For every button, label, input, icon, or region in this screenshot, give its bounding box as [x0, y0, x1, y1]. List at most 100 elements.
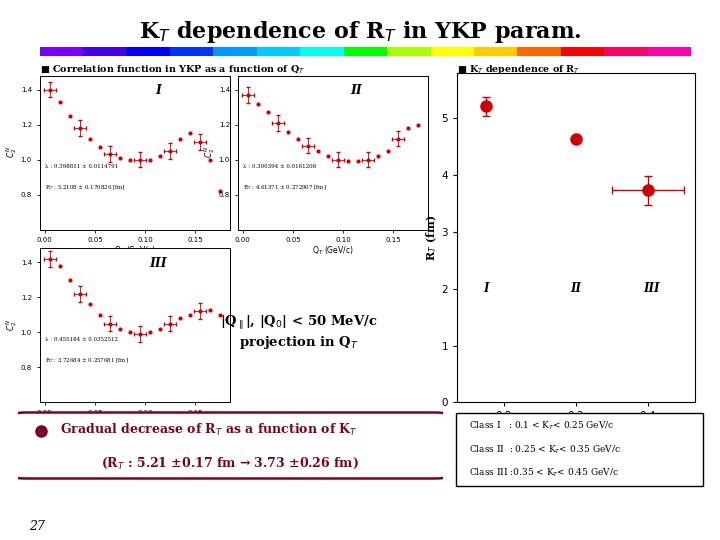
Point: [194, 138, 206, 146]
Text: K$_T$ dependence of R$_T$ in YKP param.: K$_T$ dependence of R$_T$ in YKP param.: [139, 19, 581, 45]
Bar: [561, 48, 604, 56]
Text: ■ K$_T$ dependence of R$_T$: ■ K$_T$ dependence of R$_T$: [457, 63, 580, 76]
Point: [125, 155, 136, 164]
Point: [44, 85, 55, 94]
Text: III: III: [149, 257, 167, 270]
Text: R$_T$ : 4.61371 ± 0.272907 [fm]: R$_T$ : 4.61371 ± 0.272907 [fm]: [243, 184, 327, 192]
Point: [184, 129, 196, 138]
Point: [74, 289, 86, 298]
Bar: [604, 48, 648, 56]
FancyBboxPatch shape: [456, 413, 703, 487]
Text: Gradual decrease of R$_T$ as a function of K$_T$: Gradual decrease of R$_T$ as a function …: [60, 422, 358, 438]
Point: [74, 124, 86, 132]
Point: [64, 111, 76, 120]
Text: λ : 0.455184 ± 0.0352512: λ : 0.455184 ± 0.0352512: [45, 337, 118, 342]
Text: II: II: [570, 282, 582, 295]
Point: [342, 157, 354, 166]
Text: Class II  : 0.25 < K$_T$< 0.35 GeV/c: Class II : 0.25 < K$_T$< 0.35 GeV/c: [469, 443, 621, 456]
Point: [144, 328, 156, 336]
Y-axis label: $C_2^N$: $C_2^N$: [4, 319, 19, 332]
X-axis label: Q$_T$ (GeV/c): Q$_T$ (GeV/c): [312, 245, 354, 257]
Bar: [127, 48, 170, 56]
Point: [184, 310, 196, 319]
Y-axis label: $C_2^N$: $C_2^N$: [4, 146, 19, 159]
Point: [104, 150, 116, 159]
Bar: [648, 48, 691, 56]
Bar: [213, 48, 257, 56]
Point: [114, 325, 126, 333]
Bar: [40, 48, 83, 56]
Point: [204, 155, 216, 164]
Point: [352, 157, 364, 166]
Point: [402, 124, 414, 132]
Point: [174, 134, 186, 143]
Point: [114, 153, 126, 162]
Point: [54, 261, 66, 270]
Text: |Q$_{\parallel}$|, |Q$_0$| < 50 MeV/c
projection in Q$_T$: |Q$_{\parallel}$|, |Q$_0$| < 50 MeV/c pr…: [220, 314, 378, 350]
Bar: [83, 48, 127, 56]
Y-axis label: $C_2^N$: $C_2^N$: [202, 146, 217, 159]
Point: [164, 146, 176, 155]
X-axis label: Q$_T$ (GeV/c): Q$_T$ (GeV/c): [114, 245, 156, 257]
Point: [84, 134, 96, 143]
X-axis label: Q$_T$ (GeV/c): Q$_T$ (GeV/c): [114, 417, 156, 430]
Point: [215, 187, 226, 195]
Point: [204, 305, 216, 314]
Text: I: I: [155, 84, 161, 97]
Text: R$_T$ : 3.72684 ± 0.257681 [fm]: R$_T$ : 3.72684 ± 0.257681 [fm]: [45, 356, 129, 365]
Point: [332, 155, 343, 164]
Point: [312, 146, 324, 155]
Point: [144, 155, 156, 164]
Bar: [343, 48, 387, 56]
Bar: [431, 48, 474, 56]
Point: [215, 310, 226, 319]
Text: 27: 27: [29, 520, 45, 534]
Point: [252, 99, 264, 108]
Point: [44, 254, 55, 263]
Point: [84, 300, 96, 309]
Point: [104, 319, 116, 328]
FancyBboxPatch shape: [14, 413, 447, 478]
Text: Class I   : 0.1 < K$_T$< 0.25 GeV/c: Class I : 0.1 < K$_T$< 0.25 GeV/c: [469, 420, 614, 433]
Point: [262, 108, 274, 117]
Bar: [474, 48, 518, 56]
Point: [154, 325, 166, 333]
Point: [392, 134, 404, 143]
Point: [282, 127, 294, 136]
Point: [125, 328, 136, 336]
Text: λ : 0.300394 ± 0.0181208: λ : 0.300394 ± 0.0181208: [243, 164, 317, 169]
Point: [242, 91, 253, 99]
Text: Class III :0.35 < K$_T$< 0.45 GeV/c: Class III :0.35 < K$_T$< 0.45 GeV/c: [469, 467, 618, 480]
Point: [372, 152, 384, 160]
Text: II: II: [350, 84, 361, 97]
Point: [302, 141, 314, 150]
X-axis label: K$_T$ (GeV/c): K$_T$ (GeV/c): [543, 424, 609, 438]
Point: [382, 146, 394, 155]
Point: [134, 330, 145, 339]
Point: [64, 275, 76, 284]
Point: [194, 307, 206, 316]
Text: R$_T$ : 5.2108 ± 0.170826 [fm]: R$_T$ : 5.2108 ± 0.170826 [fm]: [45, 184, 126, 192]
Point: [94, 310, 106, 319]
Bar: [387, 48, 431, 56]
Point: [94, 143, 106, 152]
Text: I: I: [483, 282, 489, 295]
Text: ■ Correlation function in YKP as a function of Q$_T$: ■ Correlation function in YKP as a funct…: [40, 63, 305, 75]
Text: III: III: [644, 282, 660, 295]
Y-axis label: R$_T$ (fm): R$_T$ (fm): [424, 214, 438, 261]
Point: [164, 319, 176, 328]
Bar: [518, 48, 561, 56]
Point: [323, 152, 334, 160]
Point: [413, 120, 424, 129]
Bar: [170, 48, 213, 56]
Point: [272, 118, 284, 127]
Text: (R$_T$ : 5.21 ±0.17 fm → 3.73 ±0.26 fm): (R$_T$ : 5.21 ±0.17 fm → 3.73 ±0.26 fm): [102, 455, 359, 471]
Point: [292, 134, 304, 143]
Text: λ : 0.398811 ± 0.0114791: λ : 0.398811 ± 0.0114791: [45, 164, 119, 169]
Bar: [257, 48, 300, 56]
Point: [362, 155, 374, 164]
Point: [134, 155, 145, 164]
Point: [154, 152, 166, 160]
Bar: [300, 48, 343, 56]
Point: [54, 98, 66, 106]
